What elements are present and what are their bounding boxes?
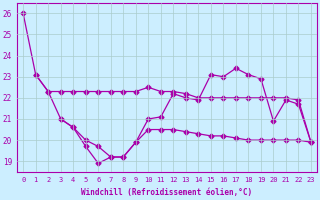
X-axis label: Windchill (Refroidissement éolien,°C): Windchill (Refroidissement éolien,°C): [82, 188, 252, 197]
